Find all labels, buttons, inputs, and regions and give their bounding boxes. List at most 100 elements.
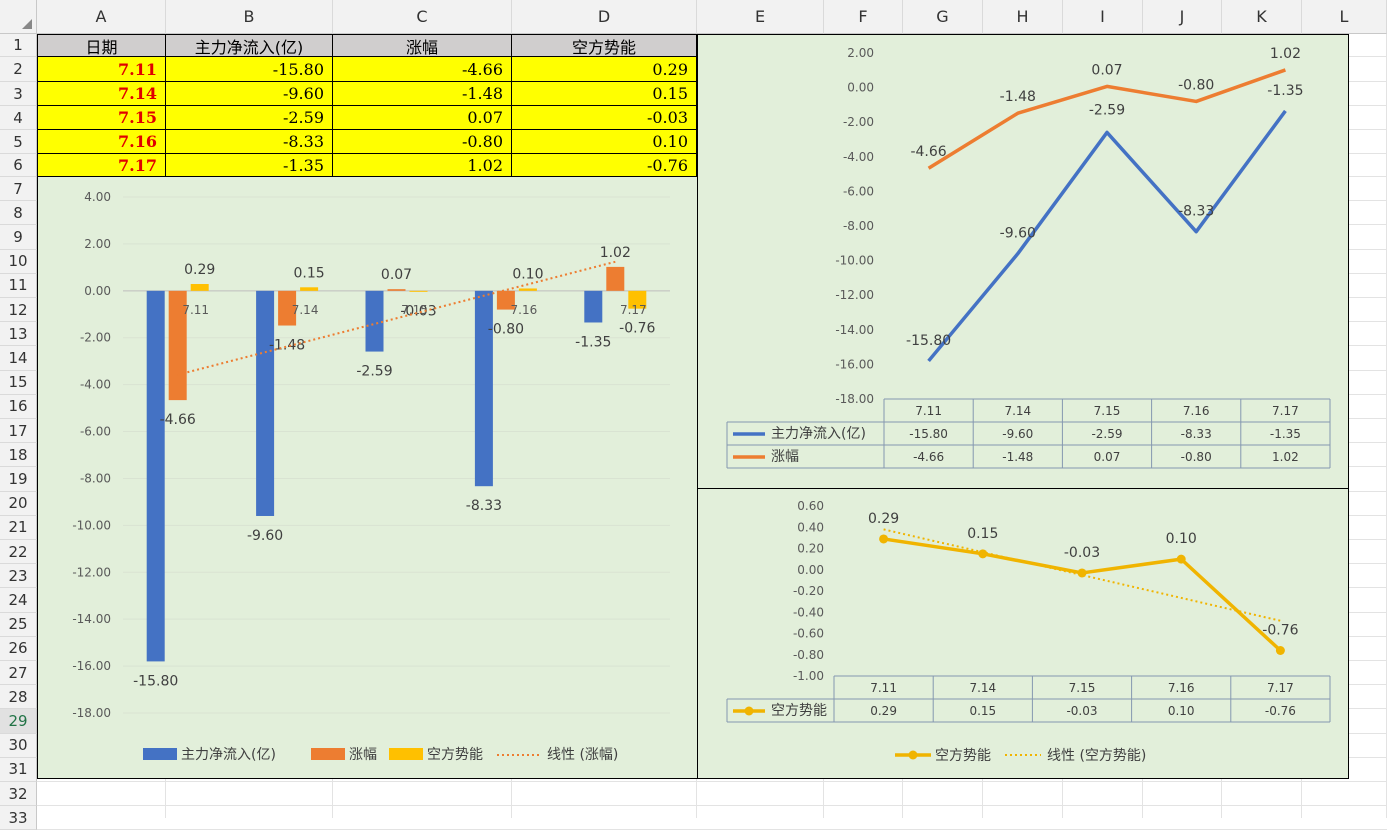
value-cell[interactable]: -0.76 <box>512 154 697 177</box>
row-header-20[interactable]: 20 <box>0 491 37 516</box>
select-all-corner[interactable] <box>0 0 37 34</box>
row-header-17[interactable]: 17 <box>0 419 37 444</box>
bar-short-power <box>628 290 647 309</box>
row-header-23[interactable]: 23 <box>0 564 37 589</box>
row-header-14[interactable]: 14 <box>0 346 37 371</box>
column-header-I[interactable]: I <box>1063 0 1143 34</box>
y-tick-label: -16.00 <box>72 659 111 673</box>
value-cell[interactable]: 0.15 <box>512 82 697 106</box>
row-header-13[interactable]: 13 <box>0 322 37 347</box>
value-cell[interactable]: -1.35 <box>166 154 333 177</box>
table-header-cell[interactable]: 空方势能 <box>512 34 697 57</box>
row-header-29[interactable]: 29 <box>0 709 37 734</box>
table-category: 7.14 <box>1004 404 1031 418</box>
value-cell[interactable]: 0.10 <box>512 130 697 154</box>
row-header-31[interactable]: 31 <box>0 757 37 782</box>
table-series-name: 空方势能 <box>771 703 827 719</box>
table-header-cell[interactable]: 日期 <box>37 34 166 57</box>
data-label: -2.59 <box>1089 102 1125 118</box>
row-header-3[interactable]: 3 <box>0 82 37 106</box>
row-header-6[interactable]: 6 <box>0 154 37 177</box>
column-header-F[interactable]: F <box>824 0 903 34</box>
row-header-16[interactable]: 16 <box>0 394 37 419</box>
row-header-2[interactable]: 2 <box>0 57 37 82</box>
row-header-5[interactable]: 5 <box>0 130 37 154</box>
row-header-26[interactable]: 26 <box>0 636 37 661</box>
value-cell[interactable]: -15.80 <box>166 57 333 82</box>
y-tick-label: 0.40 <box>797 520 824 534</box>
table-header-cell[interactable]: 涨幅 <box>333 34 512 57</box>
y-tick-label: -0.40 <box>793 605 824 619</box>
value-cell[interactable]: -4.66 <box>333 57 512 82</box>
legend-label: 空方势能 <box>427 747 483 763</box>
row-header-12[interactable]: 12 <box>0 298 37 323</box>
table-legend-marker <box>744 706 754 716</box>
row-header-28[interactable]: 28 <box>0 685 37 710</box>
row-header-33[interactable]: 33 <box>0 806 37 830</box>
data-label: -0.76 <box>1262 623 1298 639</box>
column-header-A[interactable]: A <box>37 0 166 34</box>
row-header-24[interactable]: 24 <box>0 588 37 613</box>
value-cell[interactable]: -2.59 <box>166 106 333 130</box>
row-header-10[interactable]: 10 <box>0 249 37 274</box>
line-chart-flow-change[interactable]: 2.00 0.00 -2.00 -4.00 -6.00 -8.00 -10.00 -12.00… <box>697 34 1349 489</box>
y-tick-label: -14.00 <box>72 612 111 626</box>
date-cell[interactable]: 7.11 <box>37 57 166 82</box>
row-header-32[interactable]: 32 <box>0 782 37 807</box>
value-cell[interactable]: 1.02 <box>333 154 512 177</box>
row-header-22[interactable]: 22 <box>0 540 37 565</box>
column-header-C[interactable]: C <box>333 0 512 34</box>
data-label: -1.48 <box>269 338 305 354</box>
table-category: 7.16 <box>1168 681 1195 695</box>
table-value: -9.60 <box>1002 427 1033 441</box>
column-header-L[interactable]: L <box>1302 0 1387 34</box>
row-header-1[interactable]: 1 <box>0 34 37 57</box>
column-header-H[interactable]: H <box>983 0 1063 34</box>
row-header-7[interactable]: 7 <box>0 177 37 202</box>
row-header-19[interactable]: 19 <box>0 467 37 492</box>
value-cell[interactable]: -0.80 <box>333 130 512 154</box>
series-line-change <box>927 68 1286 170</box>
value-cell[interactable]: 0.29 <box>512 57 697 82</box>
row-header-25[interactable]: 25 <box>0 612 37 637</box>
column-header-B[interactable]: B <box>166 0 333 34</box>
date-cell[interactable]: 7.16 <box>37 130 166 154</box>
column-header-K[interactable]: K <box>1222 0 1302 34</box>
value-cell[interactable]: -8.33 <box>166 130 333 154</box>
column-header-D[interactable]: D <box>512 0 697 34</box>
row-header-27[interactable]: 27 <box>0 661 37 686</box>
row-header-9[interactable]: 9 <box>0 225 37 250</box>
column-header-E[interactable]: E <box>697 0 824 34</box>
row-header-18[interactable]: 18 <box>0 443 37 468</box>
column-header-G[interactable]: G <box>903 0 983 34</box>
table-value: -15.80 <box>909 427 948 441</box>
row-header-15[interactable]: 15 <box>0 370 37 395</box>
date-cell[interactable]: 7.15 <box>37 106 166 130</box>
bar-flow <box>146 290 165 662</box>
date-cell[interactable]: 7.17 <box>37 154 166 177</box>
value-cell[interactable]: -0.03 <box>512 106 697 130</box>
line-chart-short-power-svg: 0.60 0.40 0.20 0.00 -0.20 -0.40 -0.60 -0.80 -1.0… <box>726 499 1331 764</box>
table-category: 7.11 <box>915 404 942 418</box>
y-tick-label: -18.00 <box>835 392 874 406</box>
date-cell[interactable]: 7.14 <box>37 82 166 106</box>
row-header-8[interactable]: 8 <box>0 201 37 226</box>
trendline <box>177 260 616 376</box>
value-cell[interactable]: -9.60 <box>166 82 333 106</box>
table-header-cell[interactable]: 主力净流入(亿) <box>166 34 333 57</box>
value-cell[interactable]: 0.07 <box>333 106 512 130</box>
bar-chart-svg: 4.00 2.00 0.00 -2.00 -4.00 -6.00 -8.00 -10.00 -1… <box>72 190 670 763</box>
row-header-21[interactable]: 21 <box>0 515 37 540</box>
row-header-30[interactable]: 30 <box>0 733 37 758</box>
row-header-4[interactable]: 4 <box>0 106 37 130</box>
value-cell[interactable]: -1.48 <box>333 82 512 106</box>
line-chart-short-power[interactable]: 0.60 0.40 0.20 0.00 -0.20 -0.40 -0.60 -0.80 -1.0… <box>697 488 1349 779</box>
row-header-11[interactable]: 11 <box>0 273 37 298</box>
data-label: -2.59 <box>356 364 392 380</box>
line-chart-flow-change-svg: 2.00 0.00 -2.00 -4.00 -6.00 -8.00 -10.00 -12.00… <box>726 46 1331 469</box>
data-label: 0.29 <box>184 262 215 278</box>
bar-chart[interactable]: 4.00 2.00 0.00 -2.00 -4.00 -6.00 -8.00 -10.00 -1… <box>37 176 698 779</box>
column-header-J[interactable]: J <box>1143 0 1222 34</box>
y-tick-label: -2.00 <box>80 331 111 345</box>
